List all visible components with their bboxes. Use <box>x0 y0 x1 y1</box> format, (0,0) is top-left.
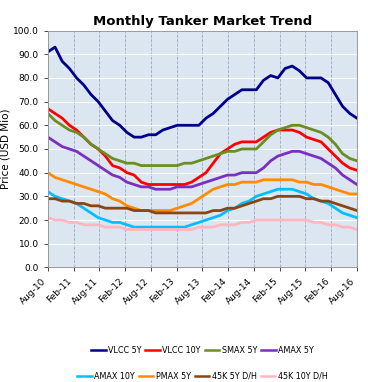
Legend: AMAX 10Y, PMAX 5Y, 45K 5Y D/H, 45K 10Y D/H: AMAX 10Y, PMAX 5Y, 45K 5Y D/H, 45K 10Y D… <box>74 369 330 382</box>
Y-axis label: Price (USD Mio): Price (USD Mio) <box>0 109 10 189</box>
Title: Monthly Tanker Market Trend: Monthly Tanker Market Trend <box>93 15 312 28</box>
